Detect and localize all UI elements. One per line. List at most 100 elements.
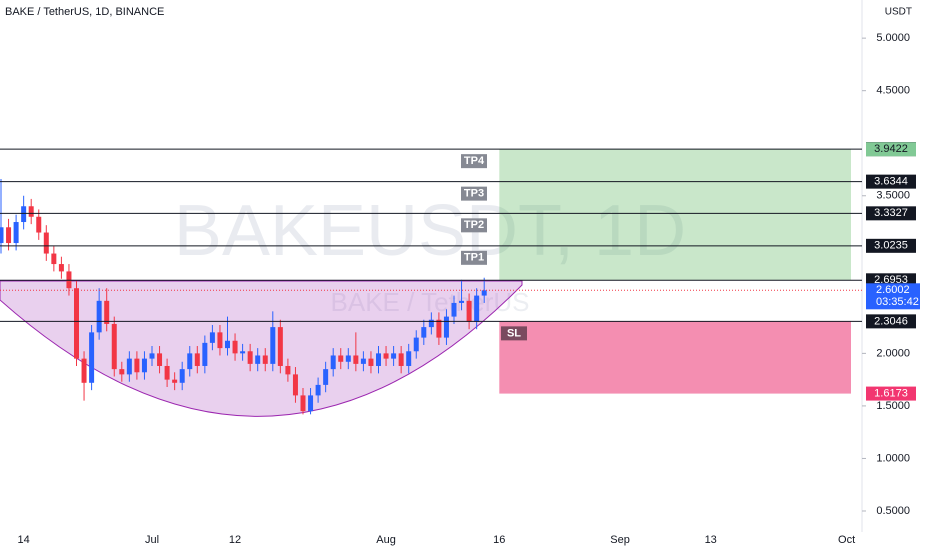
candle-body [398,353,404,366]
level-tag: TP1 [464,252,484,264]
candle-body [202,342,208,366]
candle-body [474,295,480,322]
candle-body [58,264,64,272]
candle-body [262,355,268,364]
y-tick-label: 3.5000 [876,190,910,202]
candle-body [277,327,283,366]
level-label-bg [866,206,916,221]
level-tag: TP2 [464,219,484,231]
candle-body [134,358,140,373]
level-label: 2.3046 [874,315,908,327]
candle-body [360,358,366,364]
candle-body [466,300,472,322]
y-tick-label: 1.0000 [876,452,910,464]
candle-body [315,384,321,396]
watermark-symbol: BAKEUSDT, 1D [174,191,686,271]
watermark: BAKEUSDT, 1D BAKE / TetherUS [174,191,686,317]
candle-body [391,353,397,359]
candle-body [51,253,57,265]
candle-body [436,319,442,338]
candle-body [104,300,110,324]
level-tag: SL [507,327,521,339]
candle-body [383,353,389,359]
x-tick-label: 12 [229,534,241,546]
candle-body [421,327,427,338]
x-tick-label: 16 [493,534,505,546]
candle-body [81,358,87,383]
watermark-description: BAKE / TetherUS [331,287,530,317]
candle-body [126,358,132,375]
candle-body [194,353,200,366]
candle-body [74,288,79,359]
candle-body [172,379,178,383]
level-tag-bg [501,326,527,341]
candle-body [376,353,381,366]
candle-body [141,358,147,373]
candle-body [157,353,163,366]
candle-body [443,316,449,338]
x-tick-label: 13 [705,534,717,546]
y-tick-label: 0.5000 [876,505,910,517]
level-label-bg [866,314,916,329]
current-price-bg [866,283,920,310]
candle-body [149,353,155,359]
candle-body [413,337,419,352]
candle-body [89,332,95,383]
candle-body [345,355,351,362]
level-tag-bg [461,186,487,201]
candle-body [13,222,19,244]
candle-body [21,206,27,223]
candle-body [308,395,314,412]
stop-loss-label-bg [866,386,916,401]
candle-body [428,319,434,328]
loss-zone [499,321,851,394]
level-label: 3.6344 [874,176,908,188]
level-tag-bg [461,250,487,265]
candle-body [43,232,49,254]
level-label-bg [866,174,916,189]
candle-body [164,365,170,380]
y-tick-label: 2.0000 [876,347,910,359]
level-label: 3.3327 [874,207,908,219]
countdown: 03:35:42 [876,296,919,308]
y-tick-label: 5.0000 [876,32,910,44]
candle-body [36,216,42,233]
candle-body [119,369,125,375]
candle-body [255,355,261,364]
candle-body [300,395,306,412]
take-profit-label: 3.9422 [874,143,908,155]
candle-body [247,351,253,364]
chart-title: BAKE / TetherUS, 1D, BINANCE [5,6,164,18]
candle-body [481,290,487,296]
candle-body [217,332,223,349]
candle-body [270,327,276,364]
candle-body [368,358,374,366]
level-tag: TP4 [464,155,485,167]
candle-body [179,369,185,383]
candle-body [209,332,215,343]
candle-body [0,227,4,244]
candle-body [323,369,329,385]
cup-pattern [0,280,523,417]
level-tag: TP3 [464,188,484,200]
x-tick-label: Oct [838,534,855,546]
candle-body [225,340,230,349]
take-profit-label-bg [866,142,916,157]
level-tag-bg [461,154,487,169]
level-label: 2.6953 [874,274,908,286]
level-label: 3.0235 [874,240,908,252]
candle-body [292,374,298,396]
level-tag-bg [461,218,487,233]
candle-body [6,227,12,244]
profit-zone [499,149,851,281]
candle-body [353,355,359,364]
x-tick-label: Aug [376,534,396,546]
candle-body [459,300,465,303]
x-tick-label: Sep [610,534,630,546]
current-price-label: 2.6002 [876,284,910,296]
candle-body [240,351,246,354]
y-tick-label: 4.5000 [876,85,910,97]
y-tick-label: 1.5000 [876,400,910,412]
